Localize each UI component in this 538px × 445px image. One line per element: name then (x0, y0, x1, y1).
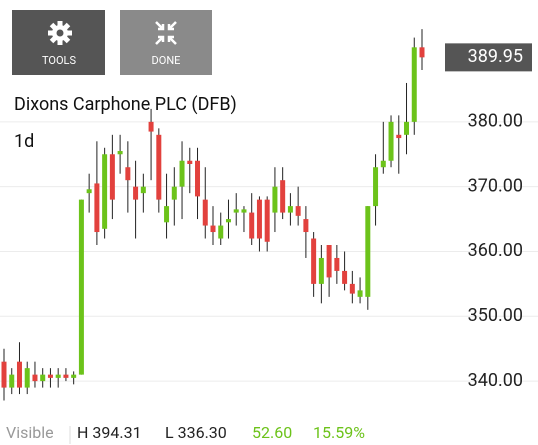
candle-body (241, 209, 247, 213)
candle-body (140, 186, 146, 194)
interval: 1d (14, 131, 34, 152)
candle-body (24, 368, 30, 388)
candle-body (373, 167, 379, 207)
tools-label: TOOLS (42, 54, 76, 67)
last-price-label: 389.95 (468, 46, 523, 67)
gear-icon (48, 21, 72, 45)
candle-body (264, 199, 270, 242)
candle-body (342, 270, 348, 284)
change-pct-label: 15.59% (313, 423, 365, 442)
candle-body (272, 186, 278, 213)
y-tick-label: 350.00 (468, 305, 523, 326)
candle-body (287, 206, 293, 213)
candle-body (233, 209, 239, 213)
candle-body (210, 225, 216, 233)
y-tick-label: 370.00 (468, 175, 523, 196)
candle-body (195, 160, 201, 197)
candle-body (179, 160, 185, 187)
candle-body (32, 374, 38, 382)
candle-body (349, 283, 355, 294)
candle-body (125, 167, 131, 181)
candle-body (357, 290, 363, 297)
done-label: DONE (152, 54, 181, 67)
last-price-box (445, 43, 532, 72)
candle-body (318, 257, 324, 284)
instrument-title: Dixons Carphone PLC (DFB) (14, 94, 237, 115)
change-label: 52.60 (252, 423, 292, 442)
done-button[interactable] (120, 10, 212, 75)
candle-body (47, 374, 53, 378)
candle-body (218, 225, 224, 239)
candle-body (249, 212, 255, 239)
candle-body (109, 154, 115, 200)
candle-body (164, 206, 170, 223)
collapse-icon (155, 21, 177, 45)
candle-body (71, 374, 77, 378)
candle-body (326, 245, 332, 278)
candle-body (40, 374, 46, 382)
candle-body (1, 361, 7, 388)
candle-body (9, 374, 15, 388)
candle-body (388, 121, 394, 161)
candle-body (396, 134, 402, 139)
y-tick-label: 340.00 (468, 370, 523, 391)
low-label: L 336.30 (165, 423, 227, 442)
candle-body (102, 154, 108, 229)
candle-body (133, 186, 139, 200)
candle-body (411, 47, 417, 122)
candle-body (187, 160, 193, 164)
candle-body (365, 206, 371, 297)
candle-body (94, 183, 100, 233)
high-label: H 394.31 (77, 423, 142, 442)
candle-body (202, 199, 208, 226)
candle-body (419, 47, 425, 58)
candle-body (380, 160, 386, 168)
candle-body (280, 180, 286, 213)
candle-body (404, 121, 410, 135)
candle-body (63, 374, 69, 378)
candle-body (148, 121, 154, 132)
candle-body (86, 189, 92, 194)
y-tick-label: 360.00 (468, 240, 523, 261)
candle-body (55, 374, 61, 378)
candle-body (78, 199, 84, 375)
candle-body (117, 151, 123, 155)
candle-body (256, 199, 262, 239)
candle-body (334, 257, 340, 271)
candle-body (303, 219, 309, 233)
candle-body (16, 361, 22, 388)
candle-body (311, 238, 317, 284)
visible-label: Visible (6, 423, 54, 442)
candle-body (171, 186, 177, 200)
y-tick-label: 380.00 (468, 111, 523, 132)
candle-body (156, 134, 162, 200)
candle-body (225, 219, 231, 223)
candle-body (295, 206, 301, 216)
